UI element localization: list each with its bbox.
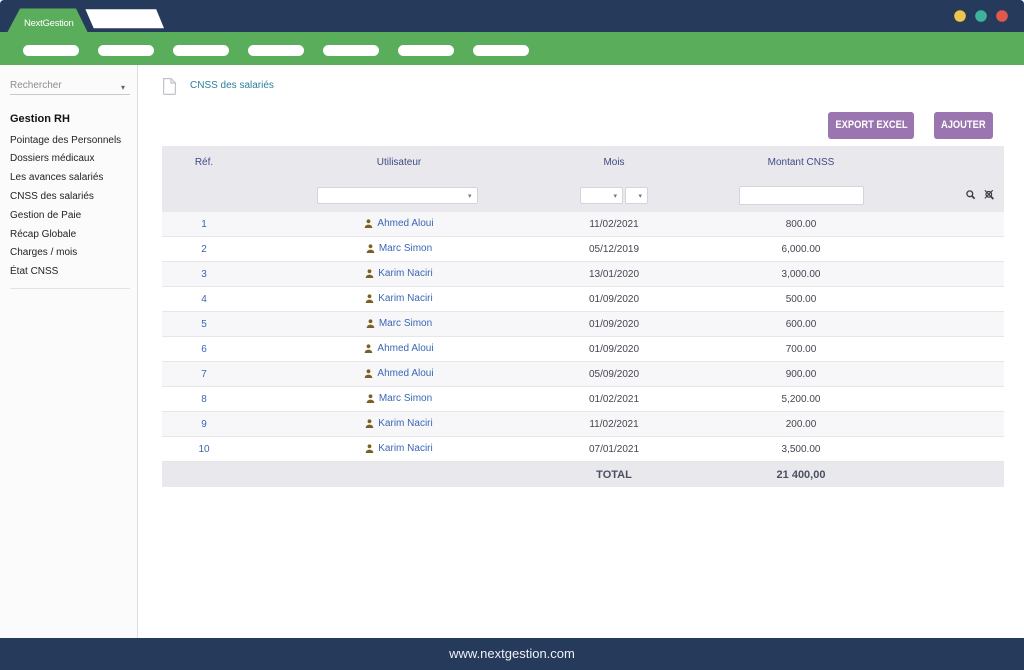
svg-text:NextGestion: NextGestion [24, 18, 74, 29]
